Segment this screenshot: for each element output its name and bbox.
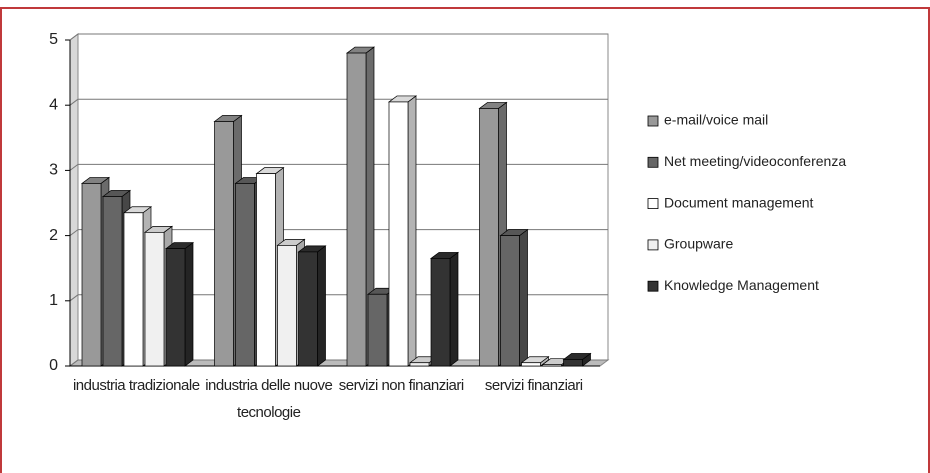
bar	[165, 248, 186, 367]
bar-side	[407, 95, 417, 367]
bar	[81, 183, 102, 367]
bar	[521, 362, 541, 367]
bar	[346, 52, 367, 367]
legend-swatch	[647, 156, 659, 168]
y-tick-label: 0	[49, 357, 58, 374]
legend-label: Net meeting/videoconferenza	[664, 153, 846, 169]
y-tick-label: 3	[49, 162, 58, 179]
legend-swatch	[647, 115, 659, 127]
grid-line	[69, 294, 79, 302]
frame	[0, 7, 930, 473]
bar	[479, 108, 499, 367]
x-tick-label: industria tradizionale	[72, 377, 200, 394]
bar	[500, 235, 520, 367]
bar	[542, 364, 562, 367]
bar	[144, 231, 165, 367]
legend-label: Groupware	[664, 236, 733, 252]
bar-side	[317, 245, 326, 367]
y-tick-label: 4	[49, 96, 58, 113]
grid-line	[69, 33, 79, 41]
bar	[256, 173, 276, 367]
bar	[235, 183, 255, 367]
legend-swatch	[647, 280, 659, 292]
bar	[277, 245, 297, 367]
grid-line	[69, 163, 79, 171]
legend-swatch	[647, 239, 659, 251]
bar-side	[449, 251, 459, 367]
bar	[298, 251, 318, 367]
y-tick-label: 2	[49, 227, 58, 244]
x-tick-label: servizi finanziari	[484, 377, 583, 394]
bar-side	[184, 241, 194, 367]
legend-label: Document management	[664, 194, 814, 210]
bar	[388, 101, 409, 367]
grid-line	[69, 359, 79, 367]
bar	[430, 258, 451, 367]
bar	[367, 293, 388, 367]
bar	[102, 196, 123, 367]
bar	[123, 212, 144, 367]
x-tick-label: servizi non finanziari	[338, 377, 464, 394]
legend-label: e-mail/voice mail	[664, 112, 768, 128]
bar-side	[519, 228, 528, 367]
grid-line	[69, 229, 79, 237]
bar	[409, 362, 430, 367]
y-tick-label: 1	[49, 292, 58, 309]
bar	[214, 121, 234, 367]
legend-label: Knowledge Management	[664, 277, 819, 293]
bar	[563, 359, 583, 367]
grid-line	[69, 98, 79, 106]
legend-swatch	[647, 198, 659, 210]
side-wall	[69, 33, 79, 367]
x-tick-label: industria delle nuove tecnologie	[205, 377, 333, 421]
y-tick-label: 5	[49, 31, 58, 48]
